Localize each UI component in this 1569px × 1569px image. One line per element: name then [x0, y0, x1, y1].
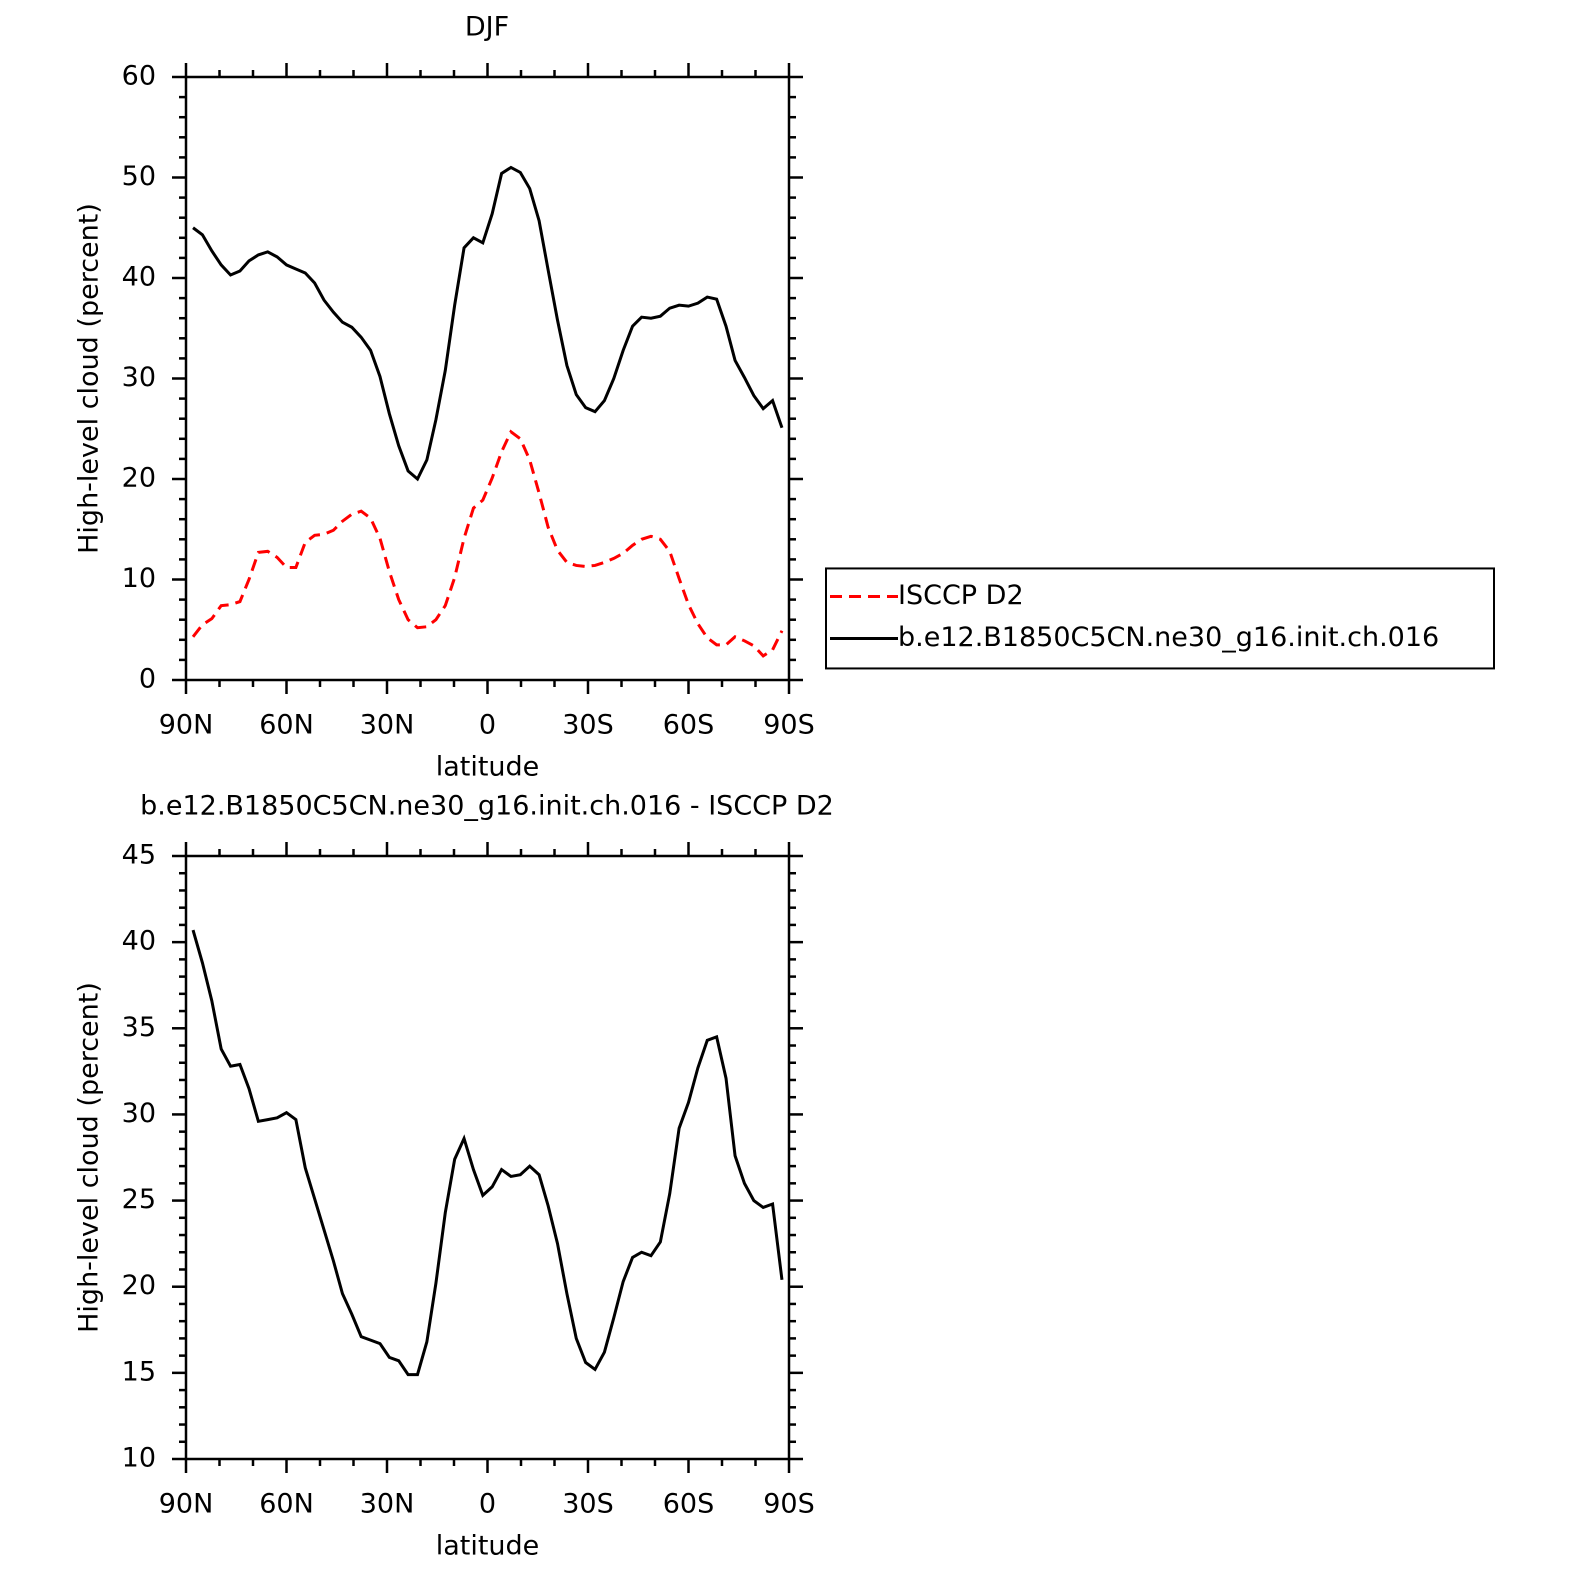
- x-tick-label: 90S: [763, 710, 815, 741]
- x-tick-label: 30N: [360, 1489, 415, 1520]
- y-tick-label: 30: [122, 362, 156, 393]
- x-tick-label: 90N: [159, 1489, 214, 1520]
- y-tick-label: 0: [139, 664, 156, 695]
- x-tick-label: 60N: [259, 710, 314, 741]
- x-tick-label: 0: [479, 1489, 496, 1520]
- y-tick-label: 35: [122, 1012, 156, 1043]
- y-tick-label: 10: [122, 563, 156, 594]
- y-tick-label: 60: [122, 61, 156, 92]
- x-tick-label: 60S: [663, 710, 715, 741]
- legend-box: [825, 567, 1495, 670]
- chart-title: DJF: [465, 12, 509, 43]
- y-tick-label: 45: [122, 840, 156, 871]
- x-tick-label: 60N: [259, 1489, 314, 1520]
- x-tick-label: 90S: [763, 1489, 815, 1520]
- y-axis-label: High-level cloud (percent): [74, 203, 105, 554]
- x-axis-label: latitude: [436, 752, 540, 783]
- y-axis-label: High-level cloud (percent): [74, 982, 105, 1333]
- plot-frame: [184, 854, 791, 1461]
- y-tick-label: 40: [122, 926, 156, 957]
- x-tick-label: 0: [479, 710, 496, 741]
- plot-frame: [184, 75, 791, 682]
- x-tick-label: 60S: [663, 1489, 715, 1520]
- x-tick-label: 90N: [159, 710, 214, 741]
- y-tick-label: 20: [122, 1270, 156, 1301]
- chart-title: b.e12.B1850C5CN.ne30_g16.init.ch.016 - I…: [140, 791, 834, 822]
- legend-label: ISCCP D2: [898, 580, 1024, 611]
- y-tick-label: 40: [122, 262, 156, 293]
- x-tick-label: 30N: [360, 710, 415, 741]
- series-line: [191, 929, 784, 1377]
- y-tick-label: 25: [122, 1184, 156, 1215]
- x-axis-label: latitude: [436, 1531, 540, 1562]
- legend-label: b.e12.B1850C5CN.ne30_g16.init.ch.016: [898, 622, 1439, 653]
- x-tick-label: 30S: [562, 710, 614, 741]
- y-tick-label: 10: [122, 1443, 156, 1474]
- y-tick-label: 30: [122, 1098, 156, 1129]
- y-tick-label: 15: [122, 1356, 156, 1387]
- y-tick-label: 20: [122, 463, 156, 494]
- y-tick-label: 50: [122, 161, 156, 192]
- series-line: [191, 429, 784, 658]
- series-line: [192, 165, 784, 482]
- x-tick-label: 30S: [562, 1489, 614, 1520]
